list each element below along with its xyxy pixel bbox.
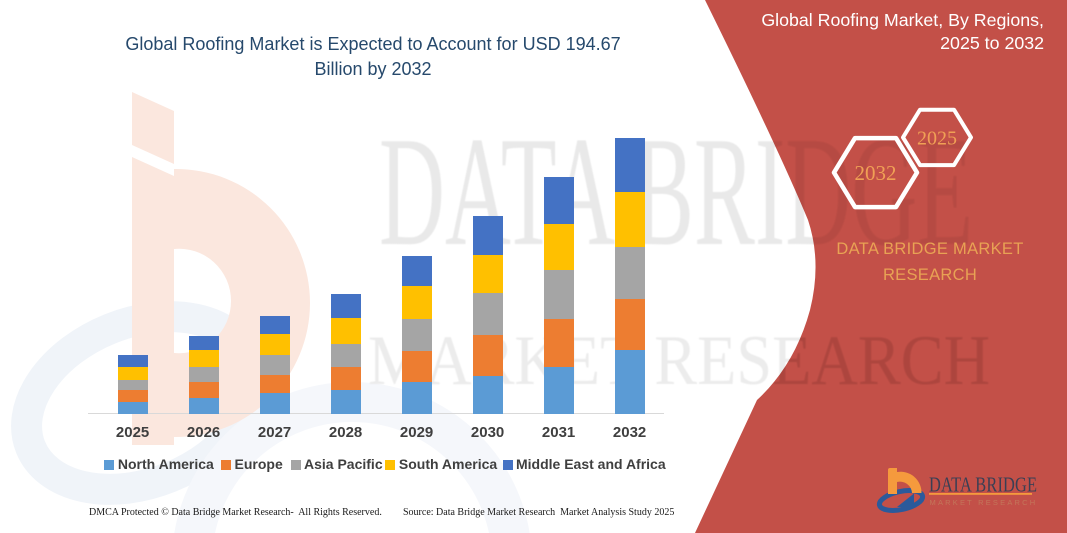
svg-text:2032: 2032 (855, 161, 897, 185)
svg-text:2025: 2025 (917, 128, 957, 150)
svg-text:MARKET RESEARCH: MARKET RESEARCH (930, 498, 1038, 507)
svg-text:MARKET RESEARCH: MARKET RESEARCH (368, 322, 990, 400)
svg-text:DATA BRIDGE: DATA BRIDGE (929, 474, 1037, 497)
